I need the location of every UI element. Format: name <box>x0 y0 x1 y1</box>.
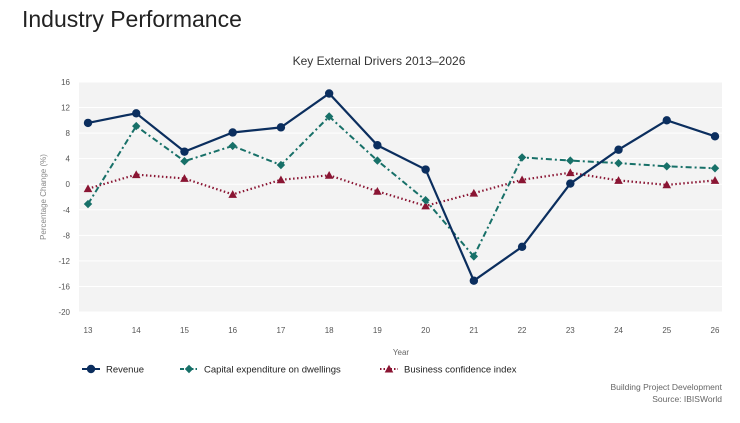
footer-line-1: Building Project Development <box>610 382 722 392</box>
x-tick-label: 18 <box>325 326 334 335</box>
data-point-business-confidence-index <box>566 168 575 177</box>
data-point-capital-expenditure-on-dwellings <box>228 141 237 151</box>
data-point-revenue <box>517 242 527 252</box>
data-point-business-confidence-index <box>228 190 237 198</box>
data-point-capital-expenditure-on-dwellings <box>373 156 382 165</box>
page-title: Industry Performance <box>22 6 242 32</box>
x-tick-label: 24 <box>614 326 623 335</box>
data-point-capital-expenditure-on-dwellings <box>132 121 141 131</box>
x-tick-label: 13 <box>84 326 93 335</box>
legend-label: Capital expenditure on dwellings <box>204 365 341 376</box>
data-point-business-confidence-index <box>180 174 189 182</box>
data-point-capital-expenditure-on-dwellings <box>276 160 286 170</box>
series-line-capital-expenditure-on-dwellings <box>87 115 716 259</box>
y-axis-label: Percentage Change (%) <box>39 154 48 240</box>
x-tick-label: 21 <box>469 326 478 335</box>
x-tick-label: 19 <box>373 326 382 335</box>
x-tick-label: 26 <box>711 326 720 335</box>
data-point-revenue <box>566 179 575 188</box>
y-tick-label: 4 <box>66 155 71 164</box>
data-point-revenue <box>228 128 237 137</box>
data-point-business-confidence-index <box>710 176 720 184</box>
y-tick-label: -12 <box>58 257 70 266</box>
y-tick-label: -4 <box>63 206 71 215</box>
data-point-capital-expenditure-on-dwellings <box>566 156 575 165</box>
y-tick-label: -16 <box>58 282 70 291</box>
legend-marker <box>86 364 96 374</box>
source-footer: Building Project Development Source: IBI… <box>610 381 722 405</box>
x-tick-label: 14 <box>132 326 141 335</box>
data-point-revenue <box>324 89 334 98</box>
data-point-business-confidence-index <box>469 188 479 197</box>
x-tick-label: 22 <box>518 326 527 335</box>
data-point-revenue <box>614 145 623 154</box>
y-tick-label: 0 <box>66 180 71 189</box>
y-tick-label: 8 <box>66 129 71 138</box>
x-tick-label: 16 <box>228 326 237 335</box>
y-tick-label: -8 <box>63 231 71 240</box>
plot-area <box>79 82 722 312</box>
legend-label: Business confidence index <box>404 365 517 376</box>
legend-item: Revenue <box>82 365 144 376</box>
data-point-capital-expenditure-on-dwellings <box>662 162 671 171</box>
data-point-capital-expenditure-on-dwellings <box>83 199 93 209</box>
data-point-revenue <box>276 123 286 132</box>
data-point-revenue <box>132 109 141 118</box>
data-point-capital-expenditure-on-dwellings <box>180 157 189 166</box>
data-point-business-confidence-index <box>517 175 527 184</box>
legend-item: Business confidence index <box>380 365 517 376</box>
y-tick-label: 12 <box>61 104 70 113</box>
y-tick-label: -20 <box>58 308 70 317</box>
y-tick-label: 16 <box>61 78 70 87</box>
data-point-business-confidence-index <box>421 201 430 210</box>
data-point-capital-expenditure-on-dwellings <box>710 164 720 173</box>
chart-title: Key External Drivers 2013–2026 <box>293 54 466 68</box>
data-point-revenue <box>469 276 479 285</box>
legend-marker <box>384 364 394 373</box>
data-point-capital-expenditure-on-dwellings <box>421 195 430 205</box>
data-point-capital-expenditure-on-dwellings <box>324 112 334 121</box>
x-tick-label: 23 <box>566 326 575 335</box>
legend-marker <box>184 364 194 374</box>
data-point-capital-expenditure-on-dwellings <box>614 158 623 168</box>
data-point-revenue <box>180 147 189 156</box>
x-tick-label: 25 <box>662 326 671 335</box>
data-point-revenue <box>710 132 720 141</box>
data-point-revenue <box>373 141 382 150</box>
series-line-business-confidence-index <box>87 171 716 208</box>
data-point-business-confidence-index <box>614 176 623 184</box>
x-tick-label: 15 <box>180 326 189 335</box>
data-point-business-confidence-index <box>83 184 93 193</box>
x-tick-label: 17 <box>276 326 285 335</box>
x-tick-label: 20 <box>421 326 430 335</box>
data-point-business-confidence-index <box>373 186 382 195</box>
data-point-revenue <box>662 116 671 125</box>
data-point-capital-expenditure-on-dwellings <box>469 252 479 261</box>
footer-line-2: Source: IBISWorld <box>652 394 722 404</box>
legend-label: Revenue <box>106 365 144 376</box>
series-line-revenue <box>87 92 716 283</box>
data-point-capital-expenditure-on-dwellings <box>517 153 527 162</box>
x-axis-label: Year <box>393 348 410 357</box>
legend-item: Capital expenditure on dwellings <box>180 365 341 376</box>
legend: Revenue Capital expenditure on dwellings B… <box>82 365 517 376</box>
data-point-business-confidence-index <box>131 170 141 179</box>
data-point-revenue <box>421 165 430 174</box>
data-point-business-confidence-index <box>662 180 672 189</box>
data-point-revenue <box>83 118 93 128</box>
data-point-business-confidence-index <box>324 170 334 179</box>
data-point-business-confidence-index <box>276 175 286 184</box>
